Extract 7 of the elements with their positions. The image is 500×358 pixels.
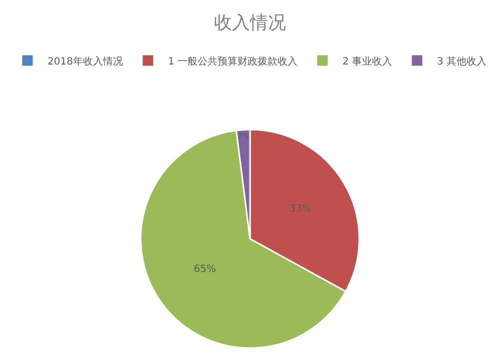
legend-label: 3 其他收入 — [437, 55, 487, 68]
data-label: 65% — [194, 264, 216, 275]
legend-label: 2 事业收入 — [342, 55, 392, 68]
chart-title: 收入情况 — [214, 12, 286, 34]
data-label: 33% — [289, 203, 312, 214]
legend-label: 1 一般公共预算财政拨款收入 — [168, 55, 298, 68]
legend-label: 2018年收入情况 — [48, 55, 123, 68]
